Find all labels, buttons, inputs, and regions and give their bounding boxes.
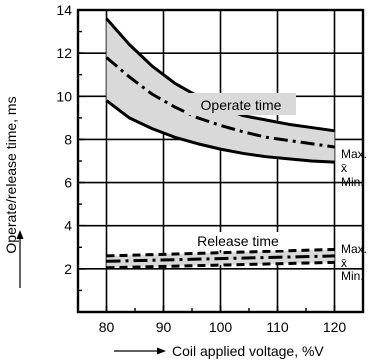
y-tick-label: 4 xyxy=(64,218,72,234)
y-axis-label: Operate/release time, ms xyxy=(3,96,19,253)
release-max-label: Max. xyxy=(341,242,367,256)
y-tick-label: 2 xyxy=(64,261,72,277)
operate-mean-label: x̄ xyxy=(341,161,347,175)
x-axis-arrow-head xyxy=(157,347,166,355)
release-annotation-bg xyxy=(188,232,288,250)
release-mean-line xyxy=(106,254,335,263)
y-tick-label: 12 xyxy=(56,45,72,61)
operate-min-line xyxy=(105,99,335,164)
x-tick-label: 80 xyxy=(99,319,115,335)
release-time-annotation: Release time xyxy=(197,233,279,249)
y-tick-label: 10 xyxy=(56,88,72,104)
operate-time-band xyxy=(106,18,335,163)
operate-max-label: Max. xyxy=(341,147,367,161)
tick-labels: 80 90 100 110 120 2 4 6 8 10 12 14 xyxy=(56,2,346,335)
y-axis-arrow-head xyxy=(16,230,24,239)
x-axis-label: Coil applied voltage, %V xyxy=(172,343,324,359)
release-mean-label: x̄ xyxy=(341,256,347,270)
operate-annotation-bg xyxy=(186,93,296,115)
operate-min-label: Min. xyxy=(341,175,364,189)
operate-time-annotation: Operate time xyxy=(201,97,282,113)
x-tick-label: 120 xyxy=(323,319,347,335)
x-tick-label: 110 xyxy=(266,319,289,335)
x-tick-label: 90 xyxy=(156,319,172,335)
ticks xyxy=(77,9,364,312)
release-min-label: Min. xyxy=(341,269,364,283)
y-tick-label: 6 xyxy=(64,175,72,191)
y-tick-label: 8 xyxy=(64,131,72,147)
y-tick-label: 14 xyxy=(56,2,72,18)
x-tick-label: 100 xyxy=(209,319,233,335)
